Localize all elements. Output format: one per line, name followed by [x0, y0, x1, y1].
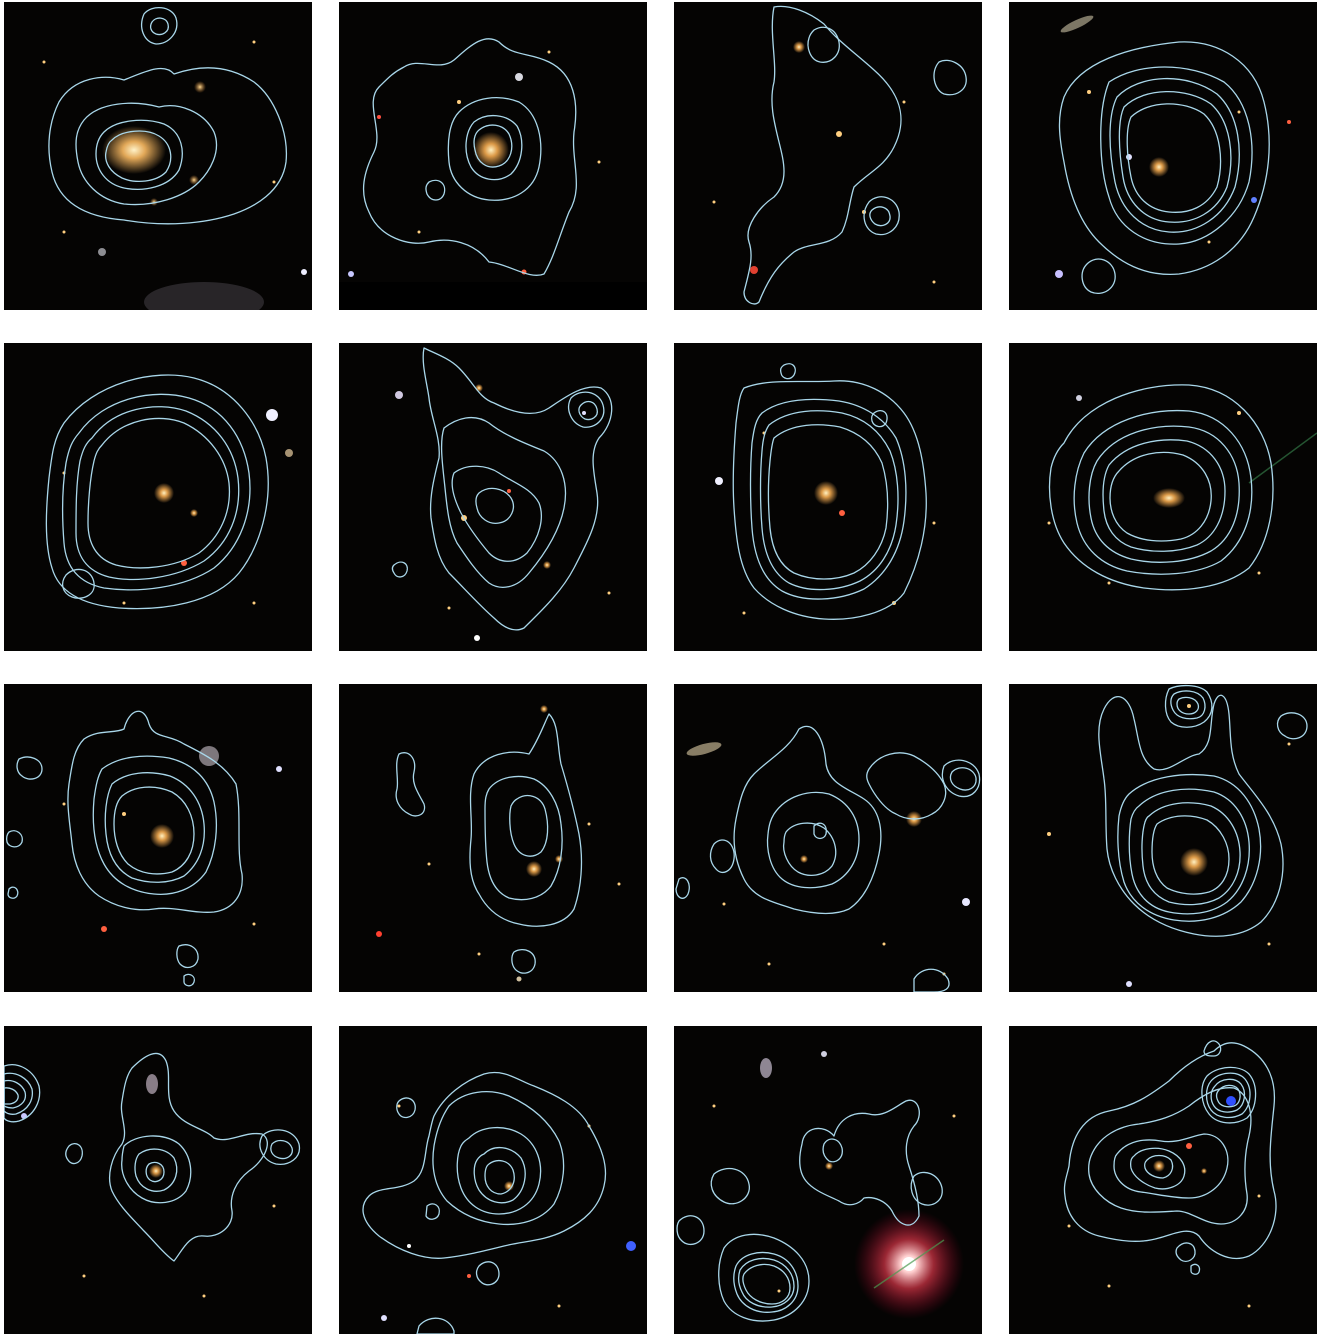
- cluster-panel-1: [4, 2, 312, 310]
- cluster-image-11: [675, 725, 981, 992]
- cluster-image-2: [339, 38, 647, 310]
- cluster-panel-2: [339, 2, 647, 310]
- cluster-panel-12: [1009, 684, 1317, 992]
- cluster-image-7: [715, 363, 936, 620]
- cluster-panel-3: [674, 2, 982, 310]
- cluster-panel-9: [4, 684, 312, 992]
- cluster-panel-6: [339, 343, 647, 651]
- cluster-panel-16: [1009, 1026, 1317, 1334]
- cluster-image-13: [4, 1052, 301, 1298]
- cluster-image-8: [1047, 384, 1317, 591]
- cluster-image-3: [712, 5, 967, 305]
- cluster-image-9: [5, 710, 282, 987]
- cluster-panel-15: [674, 1026, 982, 1334]
- cluster-image-5: [45, 374, 293, 610]
- cluster-panel-11: [674, 684, 982, 992]
- cluster-image-12: [1047, 684, 1308, 987]
- cluster-image-10: [376, 705, 621, 982]
- cluster-image-15: [676, 1051, 964, 1322]
- cluster-panel-10: [339, 684, 647, 992]
- cluster-image-6: [391, 347, 613, 641]
- cluster-image-16: [1063, 1040, 1277, 1308]
- cluster-image-4: [1055, 15, 1291, 294]
- cluster-panel-8: [1009, 343, 1317, 651]
- cluster-panel-4: [1009, 2, 1317, 310]
- cluster-image-14: [362, 1071, 636, 1334]
- cluster-panel-5: [4, 343, 312, 651]
- cluster-image-1: [42, 7, 307, 310]
- cluster-panel-13: [4, 1026, 312, 1334]
- cluster-panel-14: [339, 1026, 647, 1334]
- cluster-panel-7: [674, 343, 982, 651]
